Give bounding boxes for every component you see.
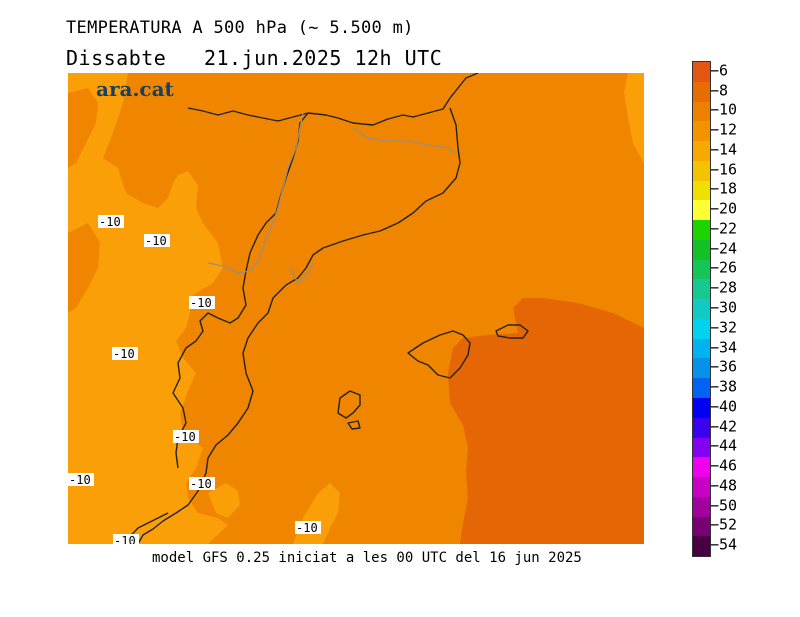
isoline-label: -10 bbox=[98, 215, 124, 229]
island-formentera bbox=[347, 420, 361, 430]
legend-swatch bbox=[693, 141, 710, 161]
map-fill-light-south2 bbox=[208, 483, 240, 518]
boundary-catalonia-france bbox=[352, 127, 457, 154]
legend-label: −38 bbox=[710, 377, 738, 396]
legend-label: −50 bbox=[710, 496, 738, 515]
boundary-andorra-catalonia bbox=[207, 112, 304, 274]
isoline-label-text: -10 bbox=[190, 296, 212, 310]
isoline-label: -10 bbox=[295, 521, 321, 535]
legend-swatch bbox=[693, 477, 710, 497]
map-fill-mid-west-spot2 bbox=[68, 223, 100, 313]
legend-label: −34 bbox=[710, 338, 738, 357]
isoline-label-group: -10 -10 -10 -10 -10 -10 bbox=[68, 215, 321, 544]
legend-label: −30 bbox=[710, 298, 738, 317]
legend-swatch bbox=[693, 220, 710, 240]
model-run-note: model GFS 0.25 iniciat a les 00 UTC del … bbox=[152, 550, 582, 566]
island-eivissa bbox=[337, 390, 361, 419]
legend-swatch bbox=[693, 318, 710, 339]
legend-label: −54 bbox=[710, 535, 738, 554]
isoline-label-text: -10 bbox=[99, 215, 121, 229]
legend-swatch bbox=[693, 101, 710, 122]
isoline-label-text: -10 bbox=[145, 234, 167, 248]
legend-label: −36 bbox=[710, 357, 738, 376]
map-fill-light-northeast bbox=[624, 73, 644, 163]
legend-label: −28 bbox=[710, 278, 738, 297]
legend-swatch bbox=[693, 299, 710, 319]
island-mallorca bbox=[407, 330, 471, 379]
isoline-label-text: -10 bbox=[113, 347, 135, 361]
boundary-ebre bbox=[289, 262, 314, 285]
temperature-map: -10 -10 -10 -10 -10 -10 bbox=[68, 73, 644, 544]
isoline-label: -10 bbox=[144, 234, 170, 248]
legend-swatch bbox=[693, 180, 710, 201]
legend-label: −16 bbox=[710, 160, 738, 179]
isoline-label: -10 bbox=[173, 430, 199, 444]
map-fill-mid-west-spot bbox=[68, 88, 98, 168]
legend-label: −26 bbox=[710, 258, 738, 277]
legend-label: −40 bbox=[710, 397, 738, 416]
legend-swatch bbox=[693, 160, 710, 181]
legend-label: −6 bbox=[710, 61, 729, 80]
coastline-catalonia bbox=[137, 107, 461, 544]
map-title: TEMPERATURA A 500 hPa (~ 5.500 m) bbox=[66, 18, 414, 38]
legend-swatch bbox=[693, 398, 710, 418]
isoline-label-text: -10 bbox=[174, 430, 196, 444]
legend-label: −42 bbox=[710, 417, 738, 436]
legend-label: −44 bbox=[710, 436, 738, 455]
legend-label: −32 bbox=[710, 318, 738, 337]
legend-swatch bbox=[693, 279, 710, 300]
legend-swatch bbox=[693, 200, 710, 221]
legend-swatch bbox=[693, 496, 710, 517]
isoline-label-text: -10 bbox=[69, 473, 91, 487]
color-scale-labels: −6 −8 −10 −12 −14 −16 −18 −20 −22 −24 −26 −28 −30 −32… bbox=[710, 61, 770, 555]
map-fill-dark-southeast bbox=[448, 298, 644, 544]
isoline-label-text: -10 bbox=[114, 534, 136, 544]
legend-label: −46 bbox=[710, 456, 738, 475]
legend-swatch bbox=[693, 81, 710, 102]
coastline-north-border bbox=[187, 73, 479, 126]
isoline-label: -10 bbox=[68, 473, 94, 487]
isoline-label: -10 bbox=[113, 534, 139, 544]
legend-label: −18 bbox=[710, 179, 738, 198]
map-fill-light-west bbox=[68, 73, 228, 544]
isoline-label: -10 bbox=[112, 347, 138, 361]
legend-swatch bbox=[693, 457, 710, 478]
legend-label: −12 bbox=[710, 120, 738, 139]
isoline-label: -10 bbox=[189, 477, 215, 491]
legend-swatch bbox=[693, 516, 710, 537]
legend-swatch bbox=[693, 536, 710, 557]
legend-label: −22 bbox=[710, 219, 738, 238]
legend-swatch bbox=[693, 417, 710, 438]
legend-label: −14 bbox=[710, 140, 738, 159]
legend-swatch bbox=[693, 62, 710, 82]
color-scale-legend bbox=[692, 61, 711, 557]
legend-label: −48 bbox=[710, 476, 738, 495]
legend-swatch bbox=[693, 259, 710, 280]
legend-swatch bbox=[693, 437, 710, 458]
legend-label: −24 bbox=[710, 239, 738, 258]
ara-cat-logo: ara.cat bbox=[96, 77, 174, 101]
legend-swatch bbox=[693, 378, 710, 399]
isoline-label-text: -10 bbox=[190, 477, 212, 491]
map-subtitle-date: Dissabte 21.jun.2025 12h UTC bbox=[66, 46, 443, 70]
legend-swatch bbox=[693, 239, 710, 260]
legend-label: −8 bbox=[710, 81, 729, 100]
legend-label: −52 bbox=[710, 515, 738, 534]
legend-swatch bbox=[693, 358, 710, 379]
isoline-label: -10 bbox=[189, 296, 215, 310]
legend-label: −10 bbox=[710, 100, 738, 119]
isoline-label-text: -10 bbox=[296, 521, 318, 535]
legend-swatch bbox=[693, 338, 710, 359]
island-menorca bbox=[495, 324, 529, 339]
legend-swatch bbox=[693, 121, 710, 142]
legend-label: −20 bbox=[710, 199, 738, 218]
